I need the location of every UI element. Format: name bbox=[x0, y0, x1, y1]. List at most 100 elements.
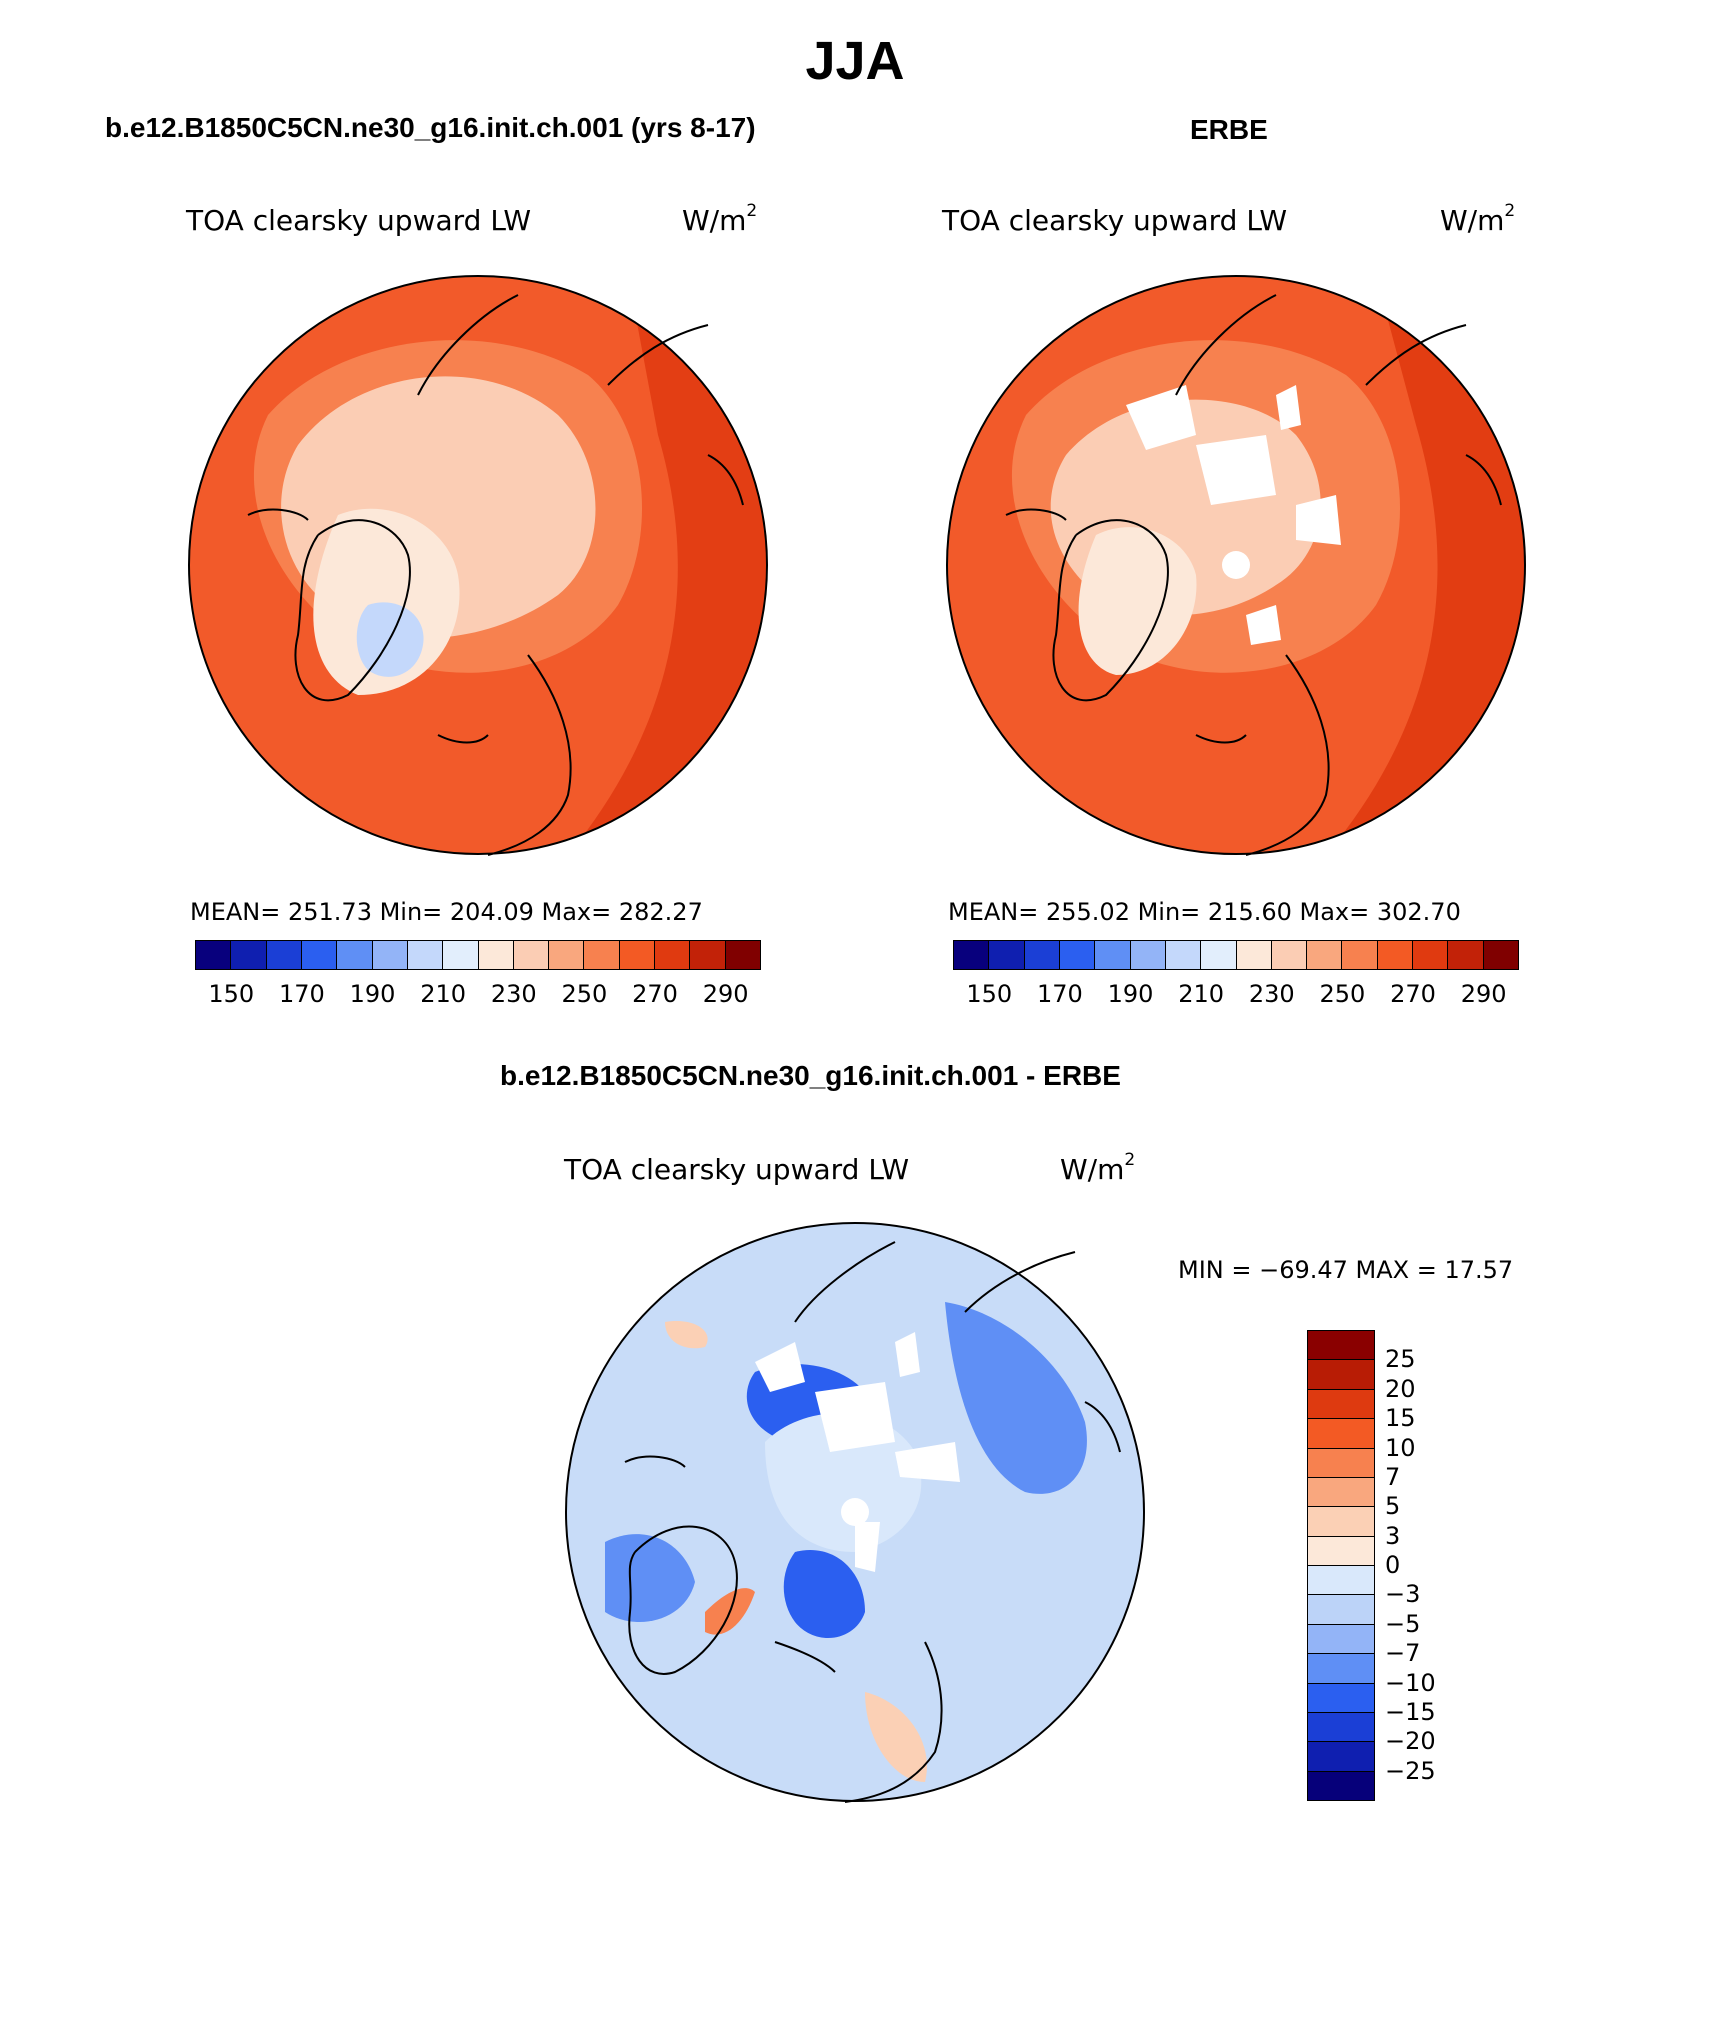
colorbar-swatch bbox=[1058, 940, 1096, 970]
colorbar-swatch bbox=[1164, 940, 1202, 970]
stats-obs: MEAN= 255.02 Min= 215.60 Max= 302.70 bbox=[948, 898, 1461, 926]
colorbar-tick-label: 20 bbox=[1385, 1374, 1416, 1403]
variable-label-obs: TOA clearsky upward LW bbox=[942, 204, 1288, 237]
coastlines bbox=[1005, 294, 1502, 856]
colorbar-swatch bbox=[654, 940, 691, 970]
colorbar-tick-label: 190 bbox=[349, 980, 396, 1008]
red-patch bbox=[665, 1321, 708, 1349]
colorbar-swatch bbox=[953, 940, 990, 970]
colorbar-swatch bbox=[442, 940, 479, 970]
colorbar-tick-label: 10 bbox=[1385, 1433, 1416, 1462]
colorbar-model bbox=[195, 940, 761, 970]
polar-map-obs bbox=[946, 275, 1526, 856]
colorbar-tick-label: 210 bbox=[420, 980, 466, 1008]
colorbar-tick-label: 230 bbox=[1248, 980, 1295, 1008]
warm-rim-band bbox=[568, 276, 767, 854]
map-border bbox=[946, 275, 1526, 855]
pole-gap bbox=[1222, 551, 1250, 579]
colorbar-swatch bbox=[1482, 940, 1519, 970]
blue-patch bbox=[945, 1302, 1087, 1494]
colorbar-ticks-diff: 25 20 15 10 7 5 3 0 −3 −5 −7 −10 −15 −20 −25 bbox=[1385, 1330, 1505, 1800]
colorbar-tick-label: −10 bbox=[1385, 1668, 1436, 1697]
colorbar-tick-label: 150 bbox=[208, 980, 255, 1008]
colorbar-tick-label: 270 bbox=[632, 980, 678, 1008]
colorbar-swatch bbox=[1307, 1476, 1375, 1508]
colorbar-swatch bbox=[689, 940, 726, 970]
colorbar-tick-label: 170 bbox=[278, 980, 325, 1008]
stats-model: MEAN= 251.73 Min= 204.09 Max= 282.27 bbox=[190, 898, 703, 926]
colorbar-swatch bbox=[1307, 1388, 1375, 1420]
missing-data-block bbox=[895, 1332, 920, 1377]
colorbar-swatch bbox=[1412, 940, 1449, 970]
map-border bbox=[188, 275, 768, 855]
colorbar-tick-label: −5 bbox=[1385, 1609, 1421, 1638]
colorbar-swatch bbox=[1447, 940, 1484, 970]
red-patch bbox=[865, 1692, 927, 1782]
colorbar-swatch bbox=[1306, 940, 1343, 970]
colorbar-swatch bbox=[1129, 940, 1166, 970]
colorbar-tick-label: −25 bbox=[1385, 1756, 1436, 1785]
colorbar-tick-label: 7 bbox=[1385, 1462, 1401, 1491]
variable-label-diff: TOA clearsky upward LW bbox=[564, 1153, 910, 1186]
colorbar-tick-label: 150 bbox=[966, 980, 1013, 1008]
colorbar-swatch bbox=[1307, 1447, 1375, 1478]
colorbar-swatch bbox=[1307, 1594, 1375, 1625]
variable-label-model: TOA clearsky upward LW bbox=[186, 204, 532, 237]
missing-data-block bbox=[1196, 435, 1276, 505]
colorbar-swatch bbox=[1270, 940, 1308, 970]
colorbar-swatch bbox=[336, 940, 373, 970]
missing-data-block bbox=[895, 1442, 960, 1482]
colorbar-swatch bbox=[477, 940, 514, 970]
page-title: JJA bbox=[805, 31, 905, 91]
colorbar-swatch bbox=[1200, 940, 1237, 970]
colorbar-tick-label: 170 bbox=[1036, 980, 1083, 1008]
colorbar-swatch bbox=[583, 940, 620, 970]
colorbar-tick-label: 190 bbox=[1107, 980, 1154, 1008]
colorbar-tick-label: 270 bbox=[1390, 980, 1436, 1008]
blue-patch bbox=[605, 1534, 695, 1622]
panel-title-model: b.e12.B1850C5CN.ne30_g16.init.ch.001 (yr… bbox=[105, 112, 756, 143]
colorbar-swatch bbox=[1307, 1418, 1375, 1449]
missing-data-block bbox=[855, 1522, 880, 1572]
colorbar-tick-label: 0 bbox=[1385, 1551, 1401, 1579]
missing-data-block bbox=[1296, 495, 1341, 545]
colorbar-swatch bbox=[1307, 1506, 1375, 1537]
colorbar-swatch bbox=[300, 940, 338, 970]
colorbar-swatch bbox=[1307, 1359, 1375, 1390]
colorbar-swatch bbox=[1307, 1623, 1375, 1655]
colorbar-swatch bbox=[1094, 940, 1131, 970]
colorbar-swatch bbox=[1307, 1535, 1375, 1566]
minmax-stats-diff: MIN = −69.47 MAX = 17.57 bbox=[1178, 1256, 1514, 1284]
colorbar-swatch bbox=[1307, 1565, 1375, 1596]
colorbar-swatch bbox=[1307, 1330, 1375, 1361]
colorbar-tick-label: 290 bbox=[1460, 980, 1507, 1008]
colorbar-swatch bbox=[988, 940, 1025, 970]
colorbar-swatch bbox=[1235, 940, 1272, 970]
polar-map-diff bbox=[565, 1222, 1145, 1803]
coastlines bbox=[247, 294, 744, 856]
warm-rim-band bbox=[1326, 276, 1525, 854]
missing-data-block bbox=[755, 1342, 805, 1392]
colorbar-tick-label: −20 bbox=[1385, 1727, 1436, 1756]
missing-data-block bbox=[1276, 385, 1301, 430]
colorbar-diff bbox=[1307, 1330, 1375, 1801]
map-border bbox=[565, 1222, 1145, 1802]
colorbar-swatch bbox=[1307, 1711, 1375, 1743]
unit-label-diff: W/m2 bbox=[1060, 1149, 1136, 1186]
coastlines bbox=[624, 1241, 1121, 1803]
colorbar-swatch bbox=[1307, 1682, 1375, 1713]
colorbar-swatch bbox=[724, 940, 761, 970]
colorbar-tick-label: 210 bbox=[1178, 980, 1224, 1008]
colorbar-tick-label: 250 bbox=[1319, 980, 1366, 1008]
colorbar-tick-label: −7 bbox=[1385, 1639, 1421, 1668]
arctic-neutral bbox=[765, 1413, 922, 1552]
colorbar-swatch bbox=[371, 940, 408, 970]
panel-title-obs: ERBE bbox=[1190, 114, 1268, 145]
colorbar-swatch bbox=[512, 940, 550, 970]
colorbar-swatch bbox=[1307, 1653, 1375, 1684]
colorbar-obs bbox=[953, 940, 1519, 970]
colorbar-swatch bbox=[618, 940, 656, 970]
colorbar-tick-label: 5 bbox=[1385, 1492, 1401, 1521]
colorbar-tick-label: 15 bbox=[1385, 1404, 1416, 1433]
colorbar-tick-label: 25 bbox=[1385, 1345, 1416, 1374]
